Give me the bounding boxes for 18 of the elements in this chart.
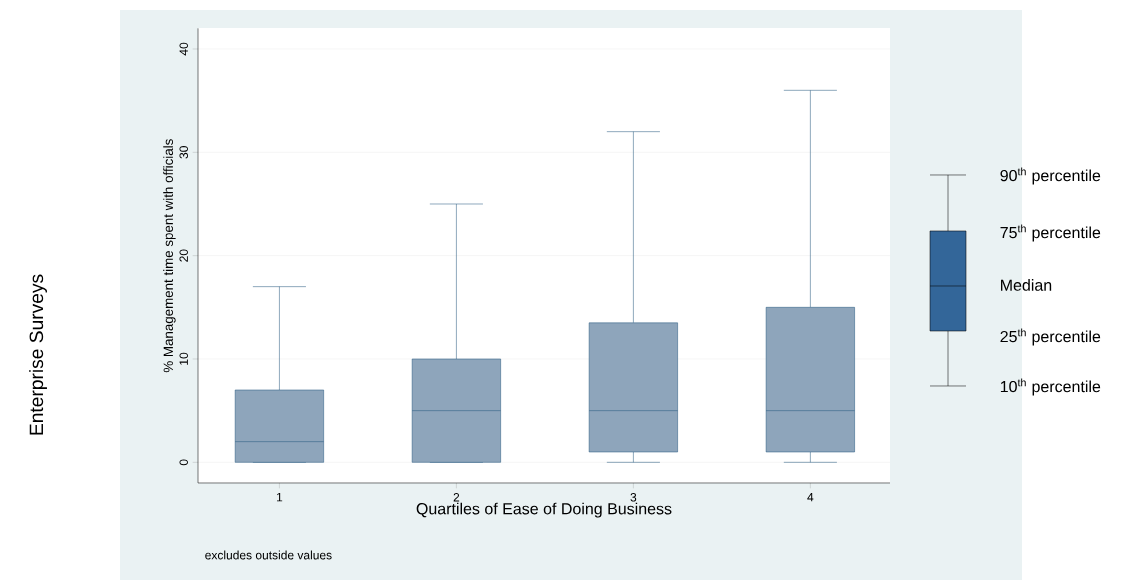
y-tick-label: 30	[179, 146, 188, 159]
y-tick-label: 0	[179, 459, 188, 466]
y-tick-label: 40	[179, 42, 188, 56]
text: excludes outside values	[205, 550, 332, 560]
y-axis-title: % Management time spent with officials	[163, 139, 176, 373]
x-tick-label: 1	[277, 493, 283, 502]
text: 75$^{th}$ percentile	[1000, 224, 1101, 242]
text: Enterprise Surveys	[29, 274, 47, 435]
text: 25$^{th}$ percentile	[1000, 328, 1101, 346]
text: Median	[1001, 279, 1052, 291]
y-tick-label: 10	[179, 352, 188, 365]
text: 90$^{th}$ percentile	[1000, 167, 1101, 185]
x-axis-title: Quartiles of Ease of Doing Business	[416, 502, 672, 518]
x-tick-label: 2	[453, 493, 460, 502]
y-tick-label: 20	[179, 249, 188, 262]
x-tick-label: 4	[807, 493, 814, 502]
x-tick-label: 3	[630, 493, 637, 502]
text: 10$^{th}$ percentile	[1000, 378, 1101, 396]
